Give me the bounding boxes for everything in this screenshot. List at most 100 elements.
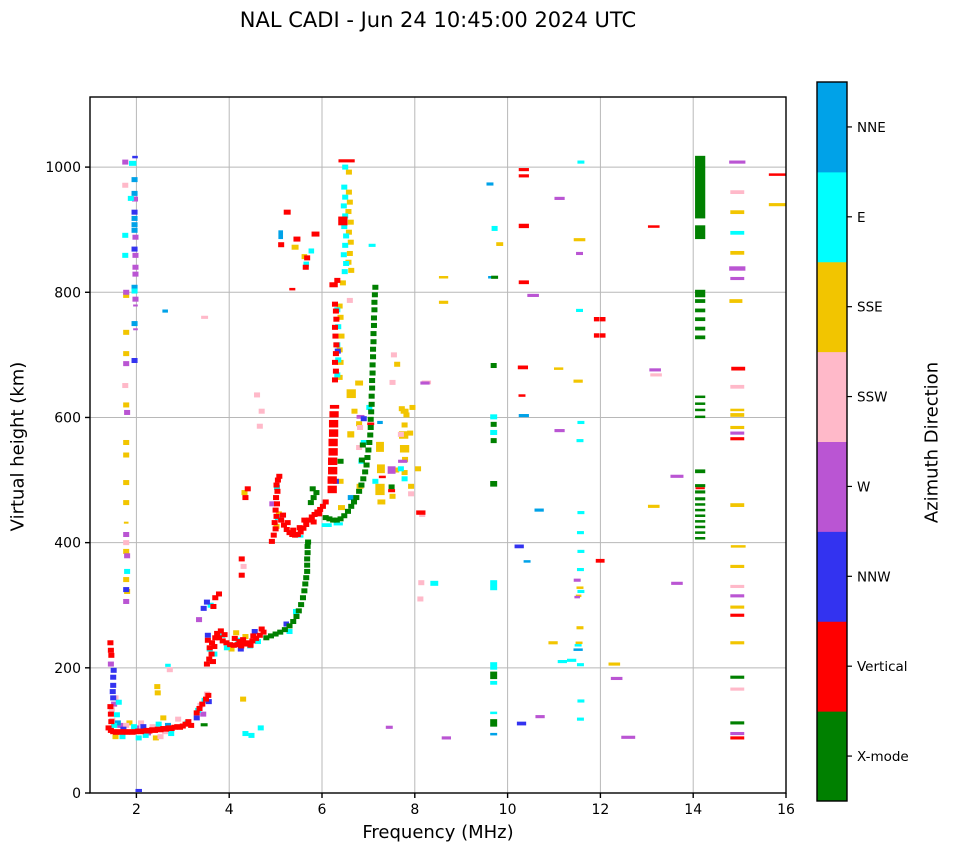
data-tile <box>398 459 408 463</box>
data-tile <box>107 711 114 717</box>
gridlines <box>90 97 787 794</box>
data-tile <box>332 333 339 339</box>
data-tile <box>357 424 364 430</box>
data-tile <box>268 538 275 544</box>
data-tile <box>576 531 584 535</box>
data-tile <box>122 182 129 188</box>
data-tile <box>695 225 706 240</box>
data-tile <box>574 644 582 647</box>
data-tile <box>138 720 145 726</box>
data-tile <box>730 675 745 679</box>
data-tile <box>335 324 342 330</box>
data-tile <box>202 696 210 702</box>
data-tile <box>367 424 374 430</box>
data-tile <box>107 647 114 653</box>
data-tile <box>393 467 400 473</box>
data-tile <box>258 408 265 414</box>
data-tile <box>341 269 348 275</box>
x-tick-label: 2 <box>132 802 141 818</box>
data-tile <box>337 478 344 484</box>
data-tile <box>215 591 223 597</box>
data-tile <box>343 260 350 266</box>
data-tile <box>241 641 248 647</box>
data-tile <box>309 486 316 492</box>
data-tile <box>334 277 341 283</box>
data-tile <box>335 357 342 363</box>
data-tile <box>359 442 366 448</box>
data-tile <box>730 687 745 691</box>
data-tile <box>303 521 310 527</box>
data-tile <box>490 732 498 736</box>
data-tile <box>238 572 245 578</box>
data-tile <box>331 377 339 383</box>
x-tick-label: 6 <box>318 802 327 818</box>
data-tile <box>240 563 247 569</box>
data-tile <box>370 331 377 337</box>
chart-title: NAL CADI - Jun 24 10:45:00 2024 UTC <box>239 8 637 32</box>
data-tile <box>730 210 745 215</box>
data-tile <box>490 719 498 727</box>
axes-frame <box>89 96 787 794</box>
data-tile <box>123 540 130 546</box>
data-tile <box>576 439 584 443</box>
data-tile <box>210 603 217 609</box>
data-tile <box>394 361 401 367</box>
data-tile <box>730 425 745 430</box>
data-tile <box>300 525 307 531</box>
series-nne <box>114 177 583 736</box>
data-tile <box>403 412 410 418</box>
data-tile <box>695 514 706 517</box>
data-tile <box>367 416 374 422</box>
data-tile <box>209 640 216 646</box>
data-tile <box>111 722 118 728</box>
data-tile <box>347 431 355 438</box>
x-tick-label: 4 <box>225 802 234 818</box>
data-tile <box>490 480 498 487</box>
data-tile <box>441 736 451 740</box>
data-tile <box>132 234 139 240</box>
data-tile <box>490 421 497 427</box>
data-tile <box>107 704 114 710</box>
data-tile <box>162 309 168 313</box>
data-tile <box>278 242 285 248</box>
data-tile <box>124 409 131 415</box>
data-tile <box>123 548 130 554</box>
data-tile <box>110 695 117 701</box>
data-tile <box>328 419 339 428</box>
data-tile <box>535 715 545 719</box>
data-tile <box>438 276 449 279</box>
data-tile <box>370 354 377 360</box>
y-tick-label: 800 <box>54 285 81 301</box>
data-tile <box>575 594 582 598</box>
data-tile <box>149 724 156 730</box>
y-tick-labels: 0 200 400 600 800 1000 <box>45 160 81 802</box>
data-tile <box>199 701 206 707</box>
data-tile <box>490 680 498 685</box>
series-ssw <box>108 182 745 740</box>
data-points <box>105 155 786 793</box>
data-tile <box>185 719 192 725</box>
data-tile <box>334 372 341 378</box>
data-tile <box>196 706 203 712</box>
data-tile <box>369 362 376 368</box>
data-tile <box>193 710 200 716</box>
data-tile <box>338 216 348 226</box>
data-tile <box>206 656 213 662</box>
data-tile <box>109 689 116 695</box>
data-tile <box>223 640 230 646</box>
data-tile <box>132 155 138 159</box>
data-tile <box>372 478 379 484</box>
data-tile <box>371 292 378 298</box>
data-tile <box>231 635 238 641</box>
data-tile <box>358 457 365 463</box>
data-tile <box>211 644 218 650</box>
data-tile <box>329 404 340 409</box>
data-tile <box>328 438 338 447</box>
data-tile <box>347 239 354 245</box>
data-tile <box>286 623 293 629</box>
data-tile <box>135 788 142 793</box>
data-tile <box>671 581 683 585</box>
data-tile <box>490 671 498 680</box>
data-tile <box>209 659 216 665</box>
data-tile <box>695 497 706 501</box>
